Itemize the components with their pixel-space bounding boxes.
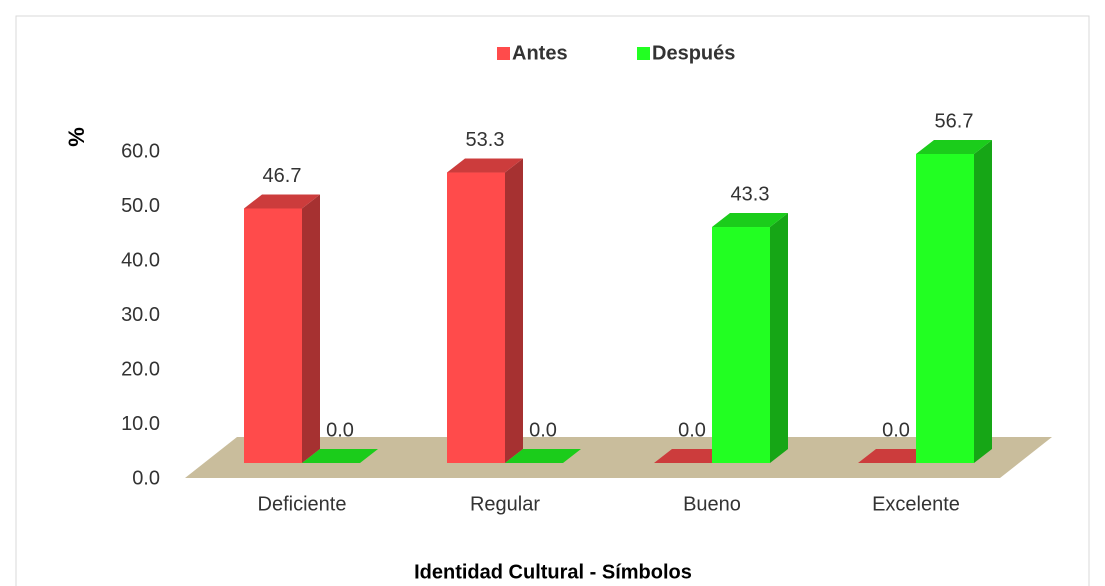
chart-frame [15,15,1090,586]
bar-top [654,449,730,463]
legend-label: Después [652,42,735,64]
bar-front [447,172,505,463]
x-axis-label: Identidad Cultural - Símbolos [414,561,692,583]
bar [447,158,523,463]
x-tick-label: Excelente [872,493,960,515]
floor [185,437,1052,478]
bar-top [858,449,934,463]
value-label: 0.0 [529,419,557,441]
y-tick-label: 40.0 [121,249,160,271]
bar-top [302,449,378,463]
value-label: 43.3 [731,183,770,205]
value-label: 0.0 [882,419,910,441]
bar-top [712,213,788,228]
legend-swatch [637,47,650,60]
bar [654,449,730,463]
y-tick-label: 0.0 [132,467,160,489]
bar-front [712,227,770,463]
bar-side [770,213,788,463]
bar-side [302,194,320,464]
y-tick-label: 10.0 [121,413,160,435]
bar-side [505,158,523,463]
bar [858,449,934,463]
y-tick-label: 20.0 [121,358,160,380]
x-tick-label: Deficiente [258,493,347,515]
bar [244,194,320,464]
y-tick-label: 30.0 [121,304,160,326]
bar-front [916,153,974,464]
legend-label: Antes [512,42,568,64]
y-tick-label: 50.0 [121,195,160,217]
value-label: 0.0 [326,419,354,441]
bar [712,213,788,463]
x-tick-label: Regular [470,493,540,515]
y-axis-label: % [64,127,89,147]
x-tick-label: Bueno [683,493,741,515]
value-label: 46.7 [263,165,302,187]
bar [505,449,581,463]
y-tick-label: 60.0 [121,140,160,162]
bar-front [244,208,302,463]
legend-swatch [497,47,510,60]
value-label: 53.3 [466,129,505,151]
bar [302,449,378,463]
bar-side [974,139,992,464]
bar-top [916,139,992,154]
value-label: 0.0 [678,419,706,441]
bar [916,139,992,464]
value-label: 56.7 [935,110,974,132]
bar-top [505,449,581,463]
bar-top [244,194,320,209]
bar-top [447,158,523,173]
